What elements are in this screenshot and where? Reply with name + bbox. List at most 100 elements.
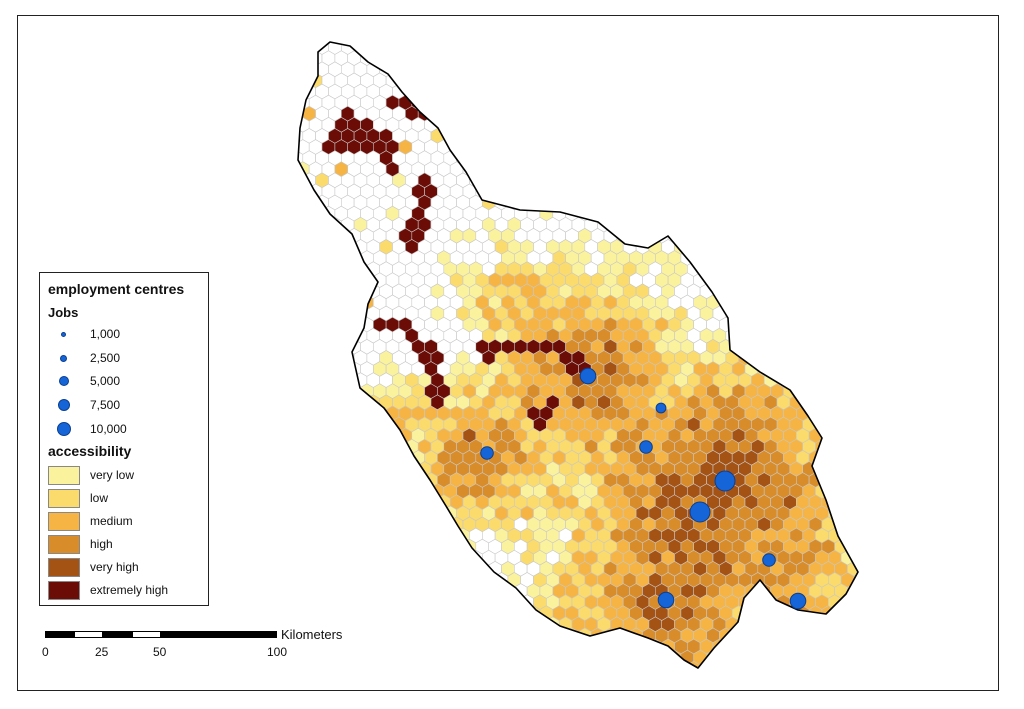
hex-cell	[763, 283, 778, 300]
hex-cell	[298, 183, 310, 200]
hex-cell	[552, 139, 566, 155]
hex-cell	[308, 316, 323, 333]
hex-cell	[298, 516, 310, 533]
hex-cell	[507, 594, 522, 610]
hex-cell	[456, 572, 470, 588]
scale-tick-label: 50	[153, 645, 167, 659]
hex-cell	[789, 83, 804, 100]
hex-cell	[808, 383, 823, 399]
hex-cell	[853, 438, 858, 455]
hex-cell	[776, 660, 791, 668]
hex-cell	[694, 672, 707, 687]
hex-cell	[776, 327, 791, 344]
legend-swatch	[48, 558, 80, 577]
hex-cell	[309, 672, 322, 687]
hex-cell	[802, 350, 816, 366]
hex-cell	[321, 538, 336, 555]
hex-cell	[372, 538, 387, 555]
hex-cell	[430, 572, 445, 588]
hex-cell	[566, 672, 579, 687]
hex-cell	[372, 605, 387, 621]
legend-swatch	[48, 581, 80, 600]
hex-cell	[360, 42, 374, 44]
hex-cell	[622, 638, 637, 655]
hex-cell	[488, 627, 502, 644]
hex-cell	[284, 317, 297, 332]
hex-cell	[533, 194, 547, 211]
hex-cell	[360, 272, 374, 288]
hex-cell	[802, 216, 816, 233]
hex-cell	[744, 627, 759, 644]
hex-cell	[699, 105, 714, 122]
hex-cell	[789, 105, 804, 122]
hex-cell	[834, 50, 848, 66]
hex-cell	[603, 50, 618, 66]
hex-cell	[815, 638, 829, 655]
hex-cell	[366, 549, 381, 566]
hex-cell	[686, 194, 701, 211]
hex-cell	[424, 42, 438, 44]
hex-cell	[770, 294, 784, 311]
hex-cell	[456, 660, 470, 668]
hex-cell	[840, 216, 855, 233]
hex-cell	[379, 461, 393, 477]
hex-cell	[443, 527, 457, 544]
hex-cell	[476, 672, 489, 687]
hex-cell	[462, 94, 477, 111]
hex-cell	[827, 261, 842, 277]
hex-cell	[597, 128, 611, 144]
hex-cell	[405, 594, 419, 610]
hex-cell	[597, 660, 611, 668]
hex-cell	[584, 150, 598, 166]
hex-cell	[840, 261, 855, 277]
hex-cell	[469, 616, 483, 633]
hex-cell	[449, 50, 464, 66]
hex-cell	[571, 105, 586, 122]
hex-cell	[840, 438, 855, 455]
hex-cell	[308, 42, 323, 44]
hex-cell	[731, 205, 746, 222]
hex-cell	[392, 594, 406, 610]
hex-cell	[853, 42, 858, 55]
hex-cell	[340, 394, 355, 411]
hex-cell	[334, 494, 349, 510]
hex-cell	[731, 72, 746, 89]
hex-cell	[834, 250, 848, 266]
hex-cell	[298, 305, 304, 322]
hex-cell	[469, 42, 483, 55]
hex-cell	[590, 183, 605, 200]
hex-cell	[763, 616, 778, 633]
scale-segment	[132, 631, 161, 638]
hex-cell	[584, 172, 598, 189]
hex-cell	[763, 239, 778, 255]
hex-cell	[642, 42, 656, 44]
hex-cell	[815, 83, 829, 100]
hex-cell	[507, 616, 522, 633]
hex-cell	[298, 605, 310, 621]
hex-cell	[533, 128, 547, 144]
hex-cell	[629, 649, 643, 666]
hex-cell	[770, 205, 784, 222]
hex-cell	[507, 660, 522, 668]
hex-cell	[827, 438, 842, 455]
hex-cell	[731, 183, 746, 200]
hex-cell	[597, 83, 611, 100]
hex-cell	[661, 105, 675, 122]
hex-cell	[655, 672, 668, 687]
hex-cell	[298, 216, 304, 233]
hex-cell	[475, 139, 490, 155]
hex-cell	[847, 361, 858, 377]
hex-cell	[430, 505, 445, 522]
hex-cell	[789, 660, 804, 668]
hex-cell	[590, 161, 605, 177]
hex-cell	[481, 660, 496, 668]
hex-cell	[699, 61, 714, 78]
hex-cell	[603, 139, 618, 155]
hex-cell	[385, 538, 400, 555]
hex-cell	[757, 42, 771, 44]
hex-cell	[834, 361, 848, 377]
hex-cell	[815, 350, 829, 366]
hex-cell	[674, 150, 688, 166]
hex-cell	[302, 438, 316, 455]
hex-cell	[654, 50, 669, 66]
